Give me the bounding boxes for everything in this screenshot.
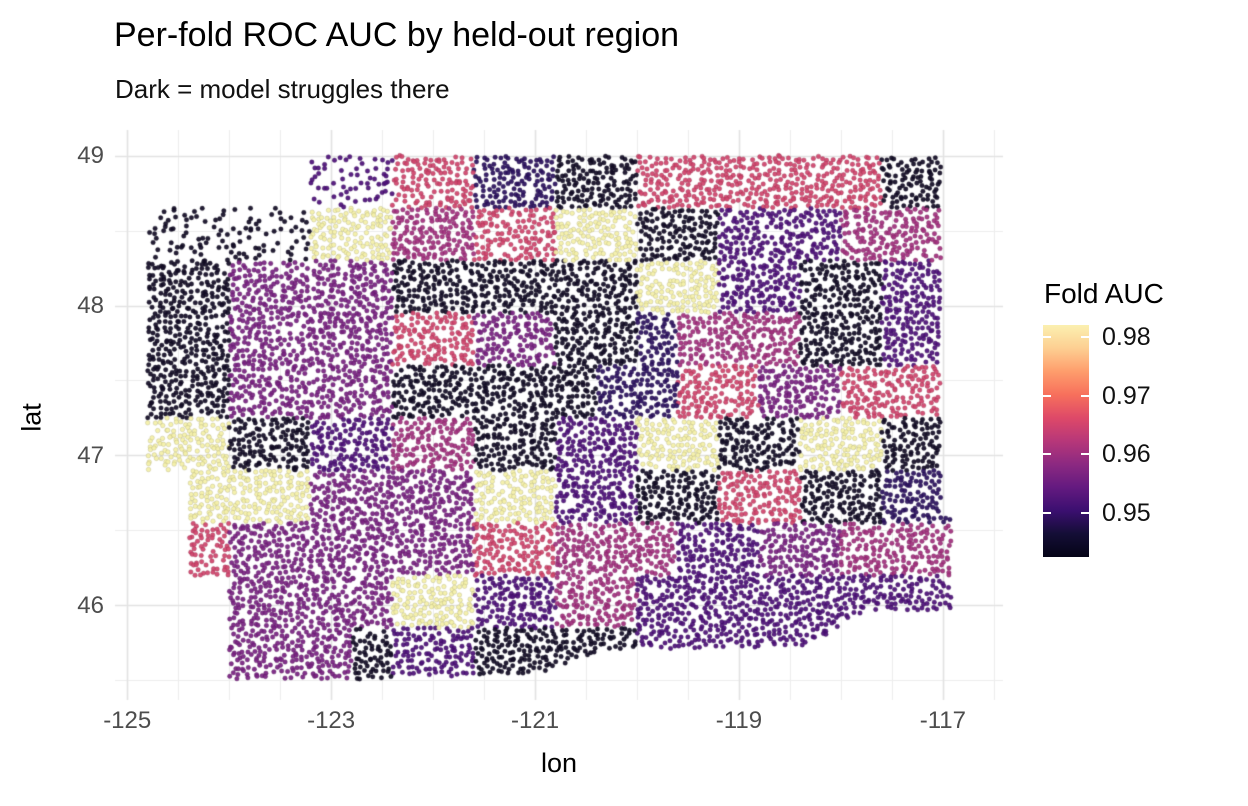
- legend-tick-label: 0.95: [1102, 498, 1151, 527]
- legend-bar-tick: [1081, 511, 1089, 514]
- legend-tick-label: 0.96: [1102, 440, 1151, 469]
- legend-bar-tick: [1081, 336, 1089, 339]
- legend-tick-label: 0.98: [1102, 323, 1151, 352]
- legend-tick-label: 0.97: [1102, 381, 1151, 410]
- legend-bar-tick: [1043, 394, 1051, 397]
- legend-bar-tick: [1043, 336, 1051, 339]
- legend-title: Fold AUC: [1044, 278, 1164, 309]
- legend-bar-tick: [1043, 453, 1051, 456]
- x-axis-title: lon: [540, 748, 578, 778]
- x-tick-label: -117: [919, 707, 966, 734]
- chart-subtitle: Dark = model struggles there: [115, 74, 450, 104]
- y-axis-title: lat: [16, 403, 47, 432]
- y-tick-label: 49: [77, 141, 104, 169]
- x-tick-label: -119: [715, 707, 763, 734]
- legend-colorbar: [1043, 325, 1089, 557]
- x-tick-label: -121: [511, 707, 560, 734]
- legend-bar-tick: [1043, 511, 1051, 514]
- legend-bar-tick: [1081, 453, 1089, 456]
- chart-title: Per-fold ROC AUC by held-out region: [114, 16, 680, 54]
- x-tick-label: -125: [103, 707, 152, 734]
- y-tick-label: 47: [77, 441, 104, 469]
- legend-bar-tick: [1081, 394, 1089, 397]
- y-tick-label: 46: [77, 591, 104, 619]
- y-tick-label: 48: [77, 291, 104, 319]
- x-tick-label: -123: [307, 707, 356, 734]
